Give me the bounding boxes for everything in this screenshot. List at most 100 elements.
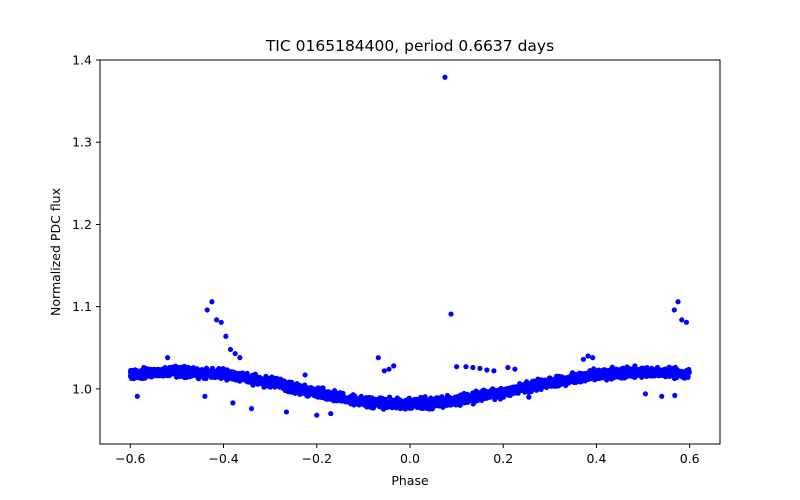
outlier-point bbox=[204, 307, 210, 313]
data-point bbox=[420, 400, 426, 406]
outlier-point bbox=[283, 409, 290, 415]
data-point bbox=[342, 397, 349, 403]
data-point bbox=[218, 375, 224, 381]
y-tick-label: 1.2 bbox=[72, 217, 92, 232]
data-point bbox=[227, 373, 233, 379]
x-tick-label: 0.4 bbox=[587, 451, 607, 466]
data-point bbox=[531, 378, 537, 385]
outlier-point bbox=[642, 391, 649, 397]
outlier-point bbox=[227, 346, 234, 353]
outlier-point bbox=[683, 319, 690, 325]
outlier-point bbox=[391, 398, 397, 404]
data-point bbox=[240, 371, 246, 378]
data-point bbox=[170, 364, 176, 370]
data-point bbox=[353, 400, 359, 406]
data-point bbox=[557, 378, 563, 384]
outlier-point bbox=[672, 392, 678, 399]
x-tick-label: −0.2 bbox=[302, 451, 332, 466]
outlier-point bbox=[470, 364, 476, 371]
data-point bbox=[579, 372, 586, 378]
data-point bbox=[486, 389, 493, 395]
data-point bbox=[289, 380, 295, 387]
outlier-point bbox=[302, 372, 308, 378]
data-point bbox=[575, 372, 581, 378]
data-point bbox=[463, 397, 470, 403]
outlier-point bbox=[505, 364, 511, 371]
data-point bbox=[255, 381, 261, 387]
y-tick-label: 1.4 bbox=[72, 53, 92, 68]
outlier-point bbox=[232, 350, 238, 357]
outlier-point bbox=[213, 317, 220, 323]
data-point bbox=[587, 369, 593, 375]
data-point bbox=[131, 376, 137, 382]
data-point bbox=[280, 385, 286, 391]
data-point bbox=[159, 370, 166, 376]
data-point bbox=[609, 364, 615, 370]
data-point bbox=[137, 369, 143, 376]
data-point bbox=[235, 377, 242, 383]
data-point bbox=[224, 367, 230, 373]
data-point bbox=[359, 399, 365, 405]
outlier-point bbox=[448, 311, 454, 317]
data-point bbox=[376, 403, 382, 409]
outlier-point bbox=[484, 367, 490, 373]
data-point bbox=[181, 366, 187, 373]
data-points bbox=[127, 74, 692, 418]
data-point bbox=[468, 397, 474, 404]
data-point bbox=[332, 387, 338, 394]
data-point bbox=[519, 387, 525, 393]
data-point bbox=[603, 368, 609, 374]
data-point bbox=[189, 365, 195, 372]
outlier-point bbox=[209, 299, 215, 305]
outlier-point bbox=[314, 412, 320, 418]
outlier-point bbox=[375, 355, 381, 361]
data-point bbox=[497, 396, 503, 402]
data-point bbox=[272, 376, 278, 382]
data-point bbox=[440, 394, 446, 401]
data-point bbox=[448, 402, 454, 408]
data-point bbox=[483, 391, 489, 397]
outlier-point bbox=[491, 368, 497, 374]
data-point bbox=[609, 375, 616, 381]
outlier-point bbox=[134, 393, 140, 399]
data-point bbox=[658, 371, 664, 377]
data-point bbox=[403, 403, 409, 409]
data-point bbox=[325, 391, 331, 397]
data-point bbox=[643, 373, 650, 379]
y-tick-label: 1.3 bbox=[72, 135, 92, 150]
data-point bbox=[550, 381, 556, 387]
x-tick-label: 0.6 bbox=[680, 451, 700, 466]
outlier-point bbox=[463, 364, 469, 370]
data-point bbox=[647, 367, 654, 373]
data-point bbox=[397, 402, 403, 408]
data-point bbox=[281, 379, 287, 385]
data-point bbox=[413, 400, 419, 406]
data-point bbox=[317, 385, 323, 392]
x-tick-label: −0.4 bbox=[208, 451, 238, 466]
outlier-point bbox=[442, 74, 448, 80]
data-point bbox=[611, 370, 617, 376]
outlier-point bbox=[202, 393, 208, 399]
data-point bbox=[242, 376, 249, 382]
data-point bbox=[292, 390, 298, 396]
data-point bbox=[515, 387, 521, 393]
outlier-point bbox=[248, 406, 255, 412]
outlier-point bbox=[230, 400, 236, 406]
data-point bbox=[285, 385, 292, 391]
outlier-point bbox=[526, 394, 532, 400]
data-point bbox=[220, 367, 226, 373]
data-point bbox=[632, 363, 638, 369]
data-point bbox=[267, 375, 273, 382]
outlier-point bbox=[659, 393, 665, 399]
outlier-point bbox=[164, 355, 171, 361]
data-point bbox=[594, 374, 600, 380]
data-point bbox=[435, 400, 441, 407]
data-point bbox=[369, 405, 375, 411]
data-point bbox=[678, 368, 684, 375]
data-point bbox=[629, 370, 635, 376]
data-point bbox=[166, 372, 173, 379]
x-tick-label: 0.0 bbox=[400, 451, 420, 466]
data-point bbox=[604, 375, 610, 381]
